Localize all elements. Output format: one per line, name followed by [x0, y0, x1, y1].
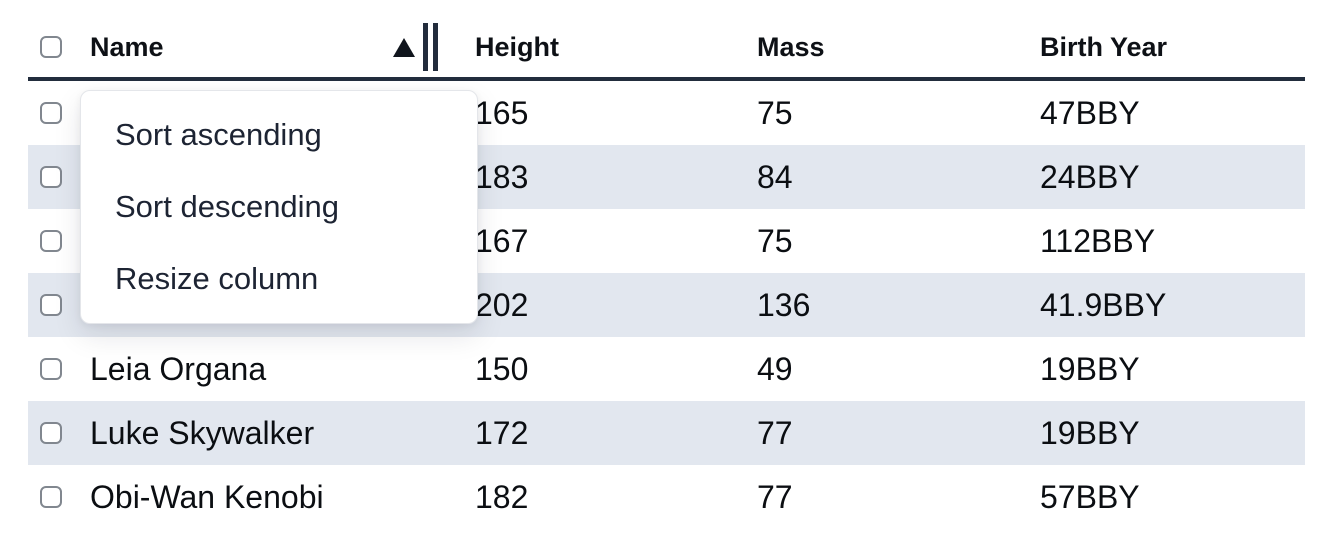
row-birth-year-cell: 19BBY: [1040, 350, 1140, 387]
row-height-cell: 183: [475, 158, 529, 195]
row-select-cell: [28, 230, 78, 252]
column-header-name-label: Name: [90, 31, 164, 62]
sort-ascending-icon: [393, 37, 415, 57]
column-header-name[interactable]: Name: [78, 17, 445, 77]
row-birth-year-cell: 57BBY: [1040, 478, 1140, 513]
row-name-cell: Obi-Wan Kenobi: [90, 478, 324, 513]
row-birth-year-cell: 47BBY: [1040, 94, 1140, 131]
row-select-cell: [28, 294, 78, 316]
row-select-cell: [28, 358, 78, 380]
row-birth-year-cell: 19BBY: [1040, 414, 1140, 451]
row-select-cell: [28, 102, 78, 124]
menu-item-resize-column[interactable]: Resize column: [115, 261, 319, 296]
row-mass-cell: 136: [757, 286, 811, 323]
select-all-checkbox[interactable]: [40, 36, 62, 58]
row-mass-cell: 75: [757, 222, 793, 259]
row-height-cell: 202: [475, 286, 529, 323]
row-checkbox[interactable]: [40, 486, 62, 508]
row-checkbox[interactable]: [40, 166, 62, 188]
table-header-row: Name Height Mass Birth Year: [28, 17, 1305, 81]
row-height-cell: 167: [475, 222, 529, 259]
row-mass-cell: 77: [757, 414, 793, 451]
row-name-cell: Leia Organa: [90, 350, 267, 387]
row-height-cell: 172: [475, 414, 529, 451]
row-checkbox[interactable]: [40, 102, 62, 124]
row-birth-year-cell: 24BBY: [1040, 158, 1140, 195]
row-mass-cell: 75: [757, 94, 793, 131]
table-viewport: Name Height Mass Birth Year 165 75 47BBY…: [28, 17, 1305, 512]
row-select-cell: [28, 486, 78, 508]
column-header-mass[interactable]: Mass: [757, 31, 825, 62]
row-select-cell: [28, 166, 78, 188]
menu-item-sort-descending[interactable]: Sort descending: [115, 189, 340, 224]
column-context-menu: Sort ascending Sort descending Resize co…: [80, 90, 478, 324]
row-checkbox[interactable]: [40, 358, 62, 380]
column-header-height[interactable]: Height: [475, 31, 559, 62]
row-birth-year-cell: 41.9BBY: [1040, 286, 1167, 323]
row-checkbox[interactable]: [40, 294, 62, 316]
row-mass-cell: 49: [757, 350, 793, 387]
row-checkbox[interactable]: [40, 422, 62, 444]
column-resize-handle-icon[interactable]: [423, 23, 438, 71]
menu-item-sort-ascending[interactable]: Sort ascending: [115, 117, 322, 152]
row-checkbox[interactable]: [40, 230, 62, 252]
row-name-cell: Luke Skywalker: [90, 414, 315, 451]
table-row: Luke Skywalker 172 77 19BBY: [28, 401, 1305, 465]
row-birth-year-cell: 112BBY: [1040, 222, 1156, 259]
select-all-cell: [28, 36, 78, 58]
table-row: Obi-Wan Kenobi 182 77 57BBY: [28, 465, 1305, 512]
row-select-cell: [28, 422, 78, 444]
column-header-birth-year[interactable]: Birth Year: [1040, 31, 1168, 62]
row-height-cell: 150: [475, 350, 529, 387]
table-row: Leia Organa 150 49 19BBY: [28, 337, 1305, 401]
row-height-cell: 182: [475, 478, 529, 513]
row-mass-cell: 84: [757, 158, 793, 195]
row-mass-cell: 77: [757, 478, 793, 513]
row-height-cell: 165: [475, 94, 529, 131]
